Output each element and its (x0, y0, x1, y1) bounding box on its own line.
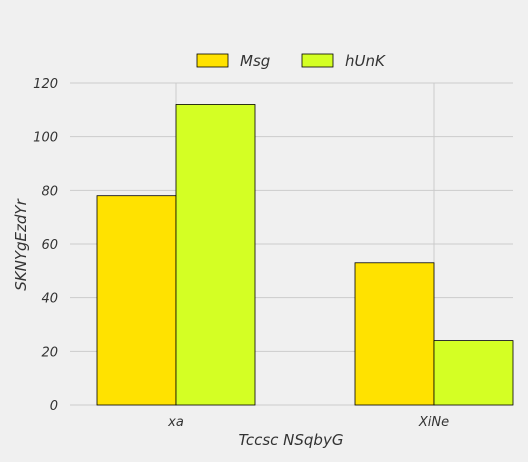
y-tick-labels: 0 20 40 60 80 100 120 (33, 77, 58, 414)
bar-hunk-xine (433, 340, 514, 406)
bars (96, 104, 514, 406)
legend-label-hunk: hUnK (345, 52, 386, 70)
y-tick-label: 60 (41, 238, 58, 253)
y-tick-label: 100 (33, 131, 58, 146)
x-tick-label: xa (167, 415, 184, 430)
x-tick-label: XiNe (418, 415, 449, 430)
x-axis-label: Tccsc NSqbyG (239, 431, 344, 449)
y-tick-label: 20 (41, 345, 58, 360)
bar-msg-xa (96, 195, 177, 406)
legend: Msg hUnK (196, 52, 386, 70)
y-tick-label: 120 (33, 77, 58, 92)
legend-swatch-msg (196, 53, 229, 68)
legend-label-msg: Msg (240, 52, 270, 70)
legend-swatch-hunk (301, 53, 334, 68)
y-axis-label: SKNYgEzdYr (12, 198, 30, 290)
x-tick-labels: xa XiNe (167, 415, 449, 430)
bar-hunk-xa (175, 104, 256, 406)
y-tick-label: 40 (41, 292, 58, 307)
y-tick-label: 0 (50, 399, 58, 414)
bar-msg-xine (354, 262, 435, 406)
y-tick-label: 80 (41, 184, 58, 199)
